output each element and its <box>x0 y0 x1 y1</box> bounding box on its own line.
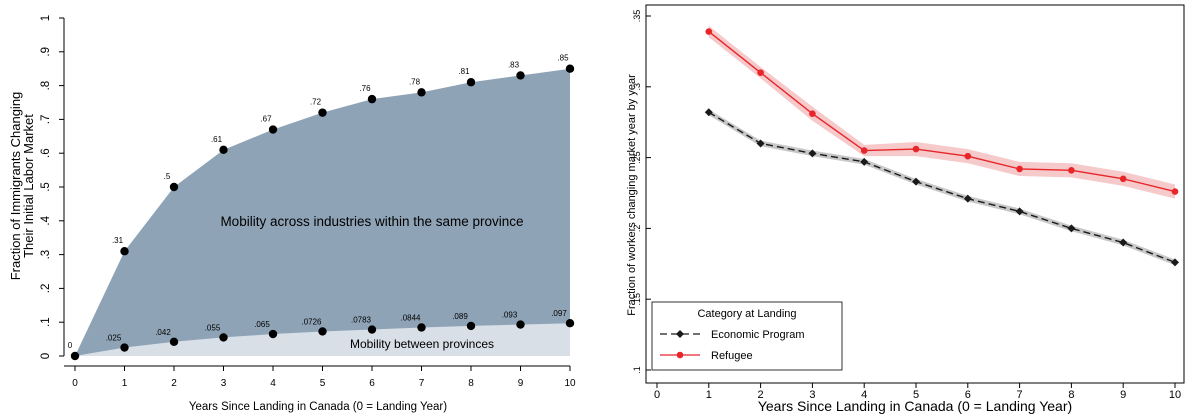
left-y-axis-title-line2: Their Initial Labor Market <box>21 114 36 258</box>
right-x-tick-label: 1 <box>706 389 712 401</box>
inner-point <box>516 320 524 328</box>
left-y-tick-label: .6 <box>40 148 52 158</box>
left-x-tick-label: 0 <box>72 378 78 389</box>
refugee-point <box>809 110 816 117</box>
refugee-point <box>1172 188 1179 195</box>
legend: Category at Landing Economic Program Ref… <box>652 302 842 370</box>
left-x-tick-label: 1 <box>122 378 128 389</box>
outer-point-label: .61 <box>211 135 223 144</box>
legend-economic-label: Economic Program <box>711 329 805 341</box>
left-y-tick-label: .9 <box>40 47 52 57</box>
inner-point <box>269 330 277 338</box>
left-x-tick-label: 3 <box>221 378 227 389</box>
inner-point <box>566 319 574 327</box>
outer-point-label: .83 <box>508 60 520 69</box>
outer-point <box>417 88 425 96</box>
inner-point <box>467 322 475 330</box>
left-y-tick-label: 0 <box>40 353 52 359</box>
inner-point-label: .0726 <box>301 317 322 326</box>
outer-point <box>318 108 326 116</box>
right-x-tick-label: 9 <box>1120 389 1126 401</box>
left-x-tick-label: 6 <box>369 378 375 389</box>
left-x-tick-label: 10 <box>564 378 576 389</box>
outer-point-label: 0 <box>68 341 73 350</box>
legend-refugee-label: Refugee <box>711 350 753 362</box>
outer-point <box>368 95 376 103</box>
outer-point-label: .31 <box>112 236 124 245</box>
left-x-axis-title: Years Since Landing in Canada (0 = Landi… <box>189 401 447 413</box>
outer-point <box>120 247 128 255</box>
right-y-tick-label: .35 <box>632 10 642 23</box>
left-x-tick-label: 2 <box>171 378 177 389</box>
inner-point-label: .093 <box>502 311 518 320</box>
right-x-tick-label: 0 <box>654 389 660 401</box>
outer-point-label: .81 <box>458 67 470 76</box>
right-chart: .1 .15 .2 .25 .3 .35 0 1 2 3 4 5 6 7 8 9 10 Years Since… <box>626 5 1184 414</box>
outer-point <box>219 146 227 154</box>
outer-area-annotation: Mobility across industries within the sa… <box>220 214 523 229</box>
inner-point-label: .055 <box>205 323 221 332</box>
outer-point <box>566 65 574 73</box>
inner-point-label: .0783 <box>351 316 372 325</box>
left-y-tick-label: .3 <box>40 250 52 260</box>
legend-refugee-marker <box>677 352 684 359</box>
left-y-ticks: 0 .1 .2 .3 .4 .5 .6 .7 .8 .9 1 <box>40 15 64 359</box>
left-x-tick-label: 4 <box>270 378 276 389</box>
left-y-tick-label: .7 <box>40 115 52 125</box>
refugee-point <box>1068 167 1075 174</box>
outer-point-label: .72 <box>310 98 322 107</box>
inner-point <box>368 325 376 333</box>
inner-point-label: .025 <box>106 334 122 343</box>
left-x-tick-label: 8 <box>468 378 474 389</box>
refugee-point <box>913 146 920 153</box>
left-y-tick-label: .4 <box>40 215 52 225</box>
inner-point <box>417 323 425 331</box>
outer-point-label: .5 <box>164 172 171 181</box>
inner-area-annotation: Mobility between provinces <box>350 337 494 351</box>
inner-point <box>219 333 227 341</box>
legend-title: Category at Landing <box>697 308 796 320</box>
outer-point <box>467 78 475 86</box>
outer-point <box>71 352 79 360</box>
outer-point-label: .78 <box>409 77 421 86</box>
outer-point-label: .85 <box>557 54 569 63</box>
refugee-point <box>706 28 713 35</box>
left-x-tick-label: 7 <box>419 378 425 389</box>
left-y-tick-label: .1 <box>40 317 52 327</box>
right-x-tick-label: 10 <box>1169 389 1181 401</box>
inner-point <box>318 327 326 335</box>
right-y-tick-label: .1 <box>632 366 642 374</box>
left-y-tick-label: .2 <box>40 284 52 294</box>
left-x-ticks: 0 1 2 3 4 5 6 7 8 9 10 <box>72 366 576 389</box>
refugee-point <box>1016 166 1023 173</box>
outer-point <box>269 125 277 133</box>
inner-point-label: .097 <box>551 309 567 318</box>
left-y-tick-label: 1 <box>40 15 52 21</box>
inner-point-label: .065 <box>254 320 270 329</box>
refugee-point <box>1120 176 1127 183</box>
inner-point-label: .0844 <box>400 313 421 322</box>
inner-point-label: .042 <box>155 328 171 337</box>
right-x-axis-title: Years Since Landing in Canada (0 = Landi… <box>758 398 1072 414</box>
inner-point <box>120 343 128 351</box>
left-y-tick-label: .8 <box>40 81 52 91</box>
refugee-point <box>965 153 972 160</box>
right-y-axis-title: Fraction of workers changing market year… <box>626 74 638 316</box>
inner-point <box>170 338 178 346</box>
left-chart: 0 .1 .2 .3 .4 .5 .6 .7 .8 .9 1 0 1 2 3 4 5 6 7 8 9 10 0 .31 .5… <box>8 15 576 413</box>
outer-point <box>516 71 524 79</box>
refugee-point <box>757 69 764 76</box>
inner-point-label: .089 <box>452 312 468 321</box>
outer-point-label: .76 <box>359 84 371 93</box>
left-x-tick-label: 5 <box>320 378 326 389</box>
outer-point <box>170 183 178 191</box>
refugee-point <box>861 147 868 154</box>
left-y-tick-label: .5 <box>40 182 52 192</box>
outer-point-label: .67 <box>260 115 272 124</box>
left-x-tick-label: 9 <box>518 378 524 389</box>
